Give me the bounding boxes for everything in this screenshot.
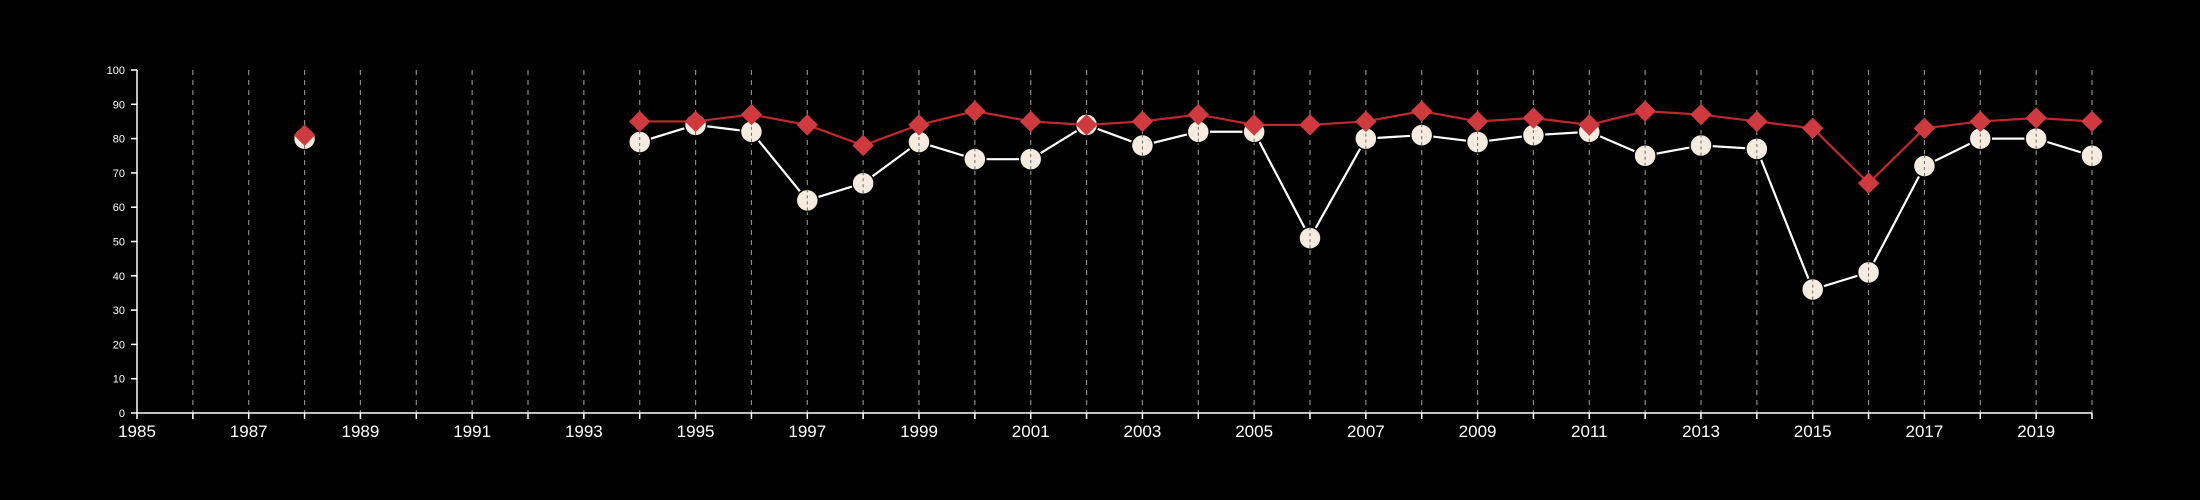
diamond-point [1690,103,1712,126]
y-tick-label: 50 [113,237,125,249]
series [292,100,2104,302]
diamond-point [1746,110,1768,133]
diamond-point [740,103,763,126]
series-1 [293,100,2103,194]
x-tick-label: 1999 [900,422,938,441]
diamond-point [1857,172,1880,194]
diamond-point [964,100,986,122]
x-tick-label: 2009 [1459,422,1497,441]
x-tick-label: 2011 [1571,422,1608,441]
x-tick-label: 1991 [453,422,491,441]
diamond-point [1355,110,1377,133]
x-tick-label: 2007 [1347,422,1385,441]
diamond-point [1020,110,1042,133]
diamond-point [1522,107,1545,129]
y-tick-label: 10 [113,374,125,386]
diamond-point [2025,107,2047,129]
x-tick-label: 1995 [677,422,715,441]
diamond-point [629,110,651,133]
diamond-point [1299,114,1321,136]
diamond-point [1243,114,1265,136]
diamond-point [1411,100,1433,122]
diamond-point [796,114,818,136]
x-tick-label: 2001 [1012,422,1050,441]
y-tick-label: 40 [113,271,125,283]
diamond-point [852,134,874,157]
diamond-point [1131,110,1154,133]
x-tick-label: 1989 [342,422,380,441]
diamond-point [2081,110,2103,133]
y-tick-label: 30 [113,305,125,317]
diamond-point [1802,117,1824,140]
diamond-point [1187,103,1209,126]
x-tick-label: 1985 [118,422,156,441]
x-tick-label: 1997 [788,422,826,441]
y-tick-label: 100 [107,65,125,77]
diamond-point [1969,110,1991,133]
diamond-point [1634,100,1656,122]
x-tick-label: 1987 [230,422,268,441]
y-tick-label: 60 [113,202,125,214]
x-tick-label: 1993 [565,422,603,441]
diamond-point [1466,110,1489,133]
y-tick-label: 90 [113,99,125,111]
x-tick-label: 2013 [1682,422,1720,441]
y-tick-label: 0 [119,408,125,420]
x-tick-label: 2005 [1235,422,1273,441]
y-tick-label: 80 [113,134,125,146]
y-tick-label: 70 [113,168,125,180]
diamond-point [908,114,930,136]
x-tick-label: 2017 [1906,422,1944,441]
x-tick-label: 2015 [1794,422,1832,441]
x-tick-label: 2019 [2017,422,2055,441]
axes: 0 10 20 30 40 50 60 70 80 90 100 1985 1987 1989 1991 19… [107,65,2093,441]
diamond-point [1578,114,1600,136]
y-tick-label: 20 [113,339,125,351]
diamond-point [1075,114,1098,136]
diamond-point [684,110,707,133]
diamond-point [1913,117,1936,140]
series-0 [292,113,2104,302]
diamond-point [293,124,316,146]
x-tick-label: 2003 [1124,422,1162,441]
grid [192,70,2093,413]
